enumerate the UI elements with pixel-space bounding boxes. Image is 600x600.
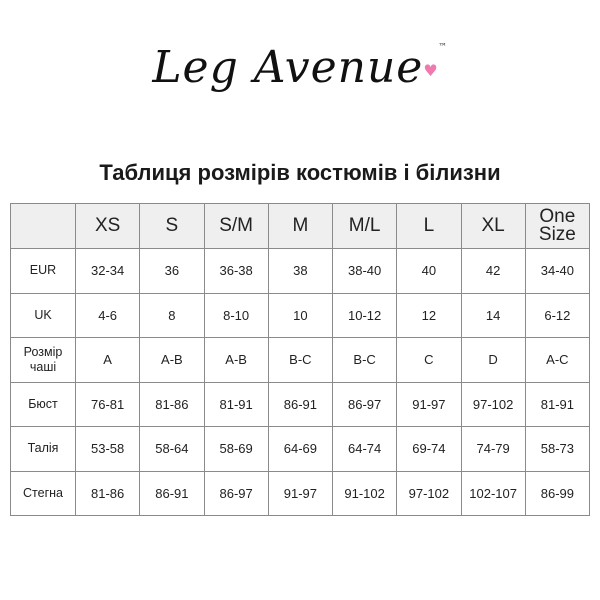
table-cell: 38 [267, 248, 334, 294]
table-row: UK 4-6 8 8-10 10 10-12 12 14 6-12 [10, 292, 591, 338]
row-label: UK [10, 292, 76, 338]
size-chart-table: XS S S/M M M/L L XL One Size EUR 32-34 36 36-38 38 3… [10, 203, 591, 516]
column-header: L [396, 203, 462, 249]
table-cell: 91-97 [267, 470, 334, 516]
table-cell: A-C [524, 337, 591, 383]
row-label: Талія [10, 426, 76, 472]
column-header: M [267, 203, 334, 249]
table-row: Стегна 81-86 86-91 86-97 91-97 91-102 97-102 10… [10, 470, 591, 516]
table-row: Талія 53-58 58-64 58-69 64-69 64-74 69-74 74-79… [10, 426, 591, 472]
column-header: S [139, 203, 205, 249]
table-cell: A-B [203, 337, 269, 383]
table-cell: 36-38 [203, 248, 269, 294]
table-cell: 97-102 [460, 381, 526, 427]
table-row: EUR 32-34 36 36-38 38 38-40 40 42 34-40 [10, 248, 591, 294]
table-cell: 64-69 [267, 426, 334, 472]
table-cell: 14 [460, 292, 526, 338]
table-cell: 32-34 [74, 248, 141, 294]
row-label: Розмір чаші [10, 337, 76, 383]
table-cell: 34-40 [524, 248, 591, 294]
table-cell: A-B [139, 337, 205, 383]
table-cell: 36 [139, 248, 205, 294]
table-cell: 8 [139, 292, 205, 338]
page-title: Таблиця розмірів костюмів і білизни [99, 160, 501, 185]
table-cell: 86-91 [139, 470, 205, 516]
table-cell: D [460, 337, 526, 383]
column-header: M/L [331, 203, 398, 249]
table-cell: 81-86 [139, 381, 205, 427]
table-cell: A [74, 337, 141, 383]
table-cell: 81-91 [203, 381, 269, 427]
logo-text: Leg Avenue [152, 42, 424, 93]
table-cell: 64-74 [331, 426, 398, 472]
table-cell: 74-79 [460, 426, 526, 472]
row-label: Бюст [10, 381, 76, 427]
table-cell: 38-40 [331, 248, 398, 294]
table-cell: C [396, 337, 462, 383]
table-row: Розмір чаші A A-B A-B B-C B-C C D A-C [10, 337, 591, 383]
column-header: XS [74, 203, 141, 249]
table-cell: B-C [267, 337, 334, 383]
table-cell: 76-81 [74, 381, 141, 427]
table-cell: 42 [460, 248, 526, 294]
table-cell: 4-6 [74, 292, 141, 338]
table-cell: 86-91 [267, 381, 334, 427]
table-cell: 58-73 [524, 426, 591, 472]
table-cell: 69-74 [396, 426, 462, 472]
table-cell: 12 [396, 292, 462, 338]
column-header: XL [460, 203, 526, 249]
table-cell: 97-102 [396, 470, 462, 516]
table-cell: 10-12 [331, 292, 398, 338]
trademark: ™ [438, 42, 448, 51]
column-header: One Size [524, 203, 591, 249]
table-cell: 81-86 [74, 470, 141, 516]
table-cell: 58-69 [203, 426, 269, 472]
row-label: Стегна [10, 470, 76, 516]
row-label: EUR [10, 248, 76, 294]
table-cell: 8-10 [203, 292, 269, 338]
table-cell: 6-12 [524, 292, 591, 338]
header-corner [10, 203, 76, 249]
column-header: S/M [203, 203, 269, 249]
table-cell: 81-91 [524, 381, 591, 427]
table-cell: 86-97 [331, 381, 398, 427]
table-row: Бюст 76-81 81-86 81-91 86-91 86-97 91-97 97-102… [10, 381, 591, 427]
table-cell: 91-102 [331, 470, 398, 516]
table-cell: 102-107 [460, 470, 526, 516]
table-cell: 10 [267, 292, 334, 338]
table-cell: 91-97 [396, 381, 462, 427]
table-cell: 53-58 [74, 426, 141, 472]
table-cell: 86-99 [524, 470, 591, 516]
brand-logo: Leg Avenue♥ ™ [0, 42, 600, 93]
heart-icon: ♥ [423, 61, 439, 80]
table-cell: 86-97 [203, 470, 269, 516]
table-cell: B-C [331, 337, 398, 383]
table-cell: 40 [396, 248, 462, 294]
header-row: XS S S/M M M/L L XL One Size [10, 203, 591, 249]
table-cell: 58-64 [139, 426, 205, 472]
